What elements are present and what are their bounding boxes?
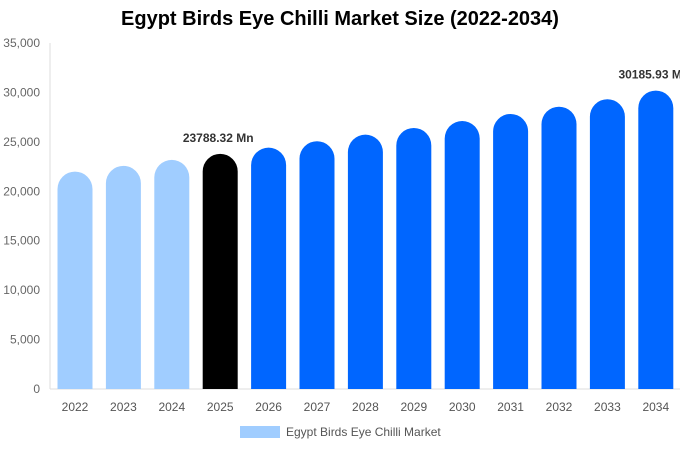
y-tick-label: 5,000 <box>10 333 40 347</box>
y-tick-label: 25,000 <box>3 135 40 149</box>
x-tick-label: 2030 <box>449 400 476 414</box>
x-tick-label: 2032 <box>546 400 573 414</box>
y-tick-label: 35,000 <box>3 36 40 50</box>
x-tick-label: 2022 <box>62 400 89 414</box>
y-tick-label: 0 <box>33 382 40 396</box>
bar-2028 <box>347 134 383 389</box>
bar-2032 <box>541 106 577 389</box>
x-tick-label: 2031 <box>497 400 524 414</box>
bar-2027 <box>299 141 335 389</box>
legend-swatch <box>240 426 280 438</box>
x-tick-label: 2024 <box>158 400 185 414</box>
x-tick-label: 2025 <box>207 400 234 414</box>
chart-title: Egypt Birds Eye Chilli Market Size (2022… <box>121 8 559 30</box>
x-tick-label: 2027 <box>304 400 331 414</box>
x-tick-label: 2034 <box>642 400 669 414</box>
bar-2031 <box>493 113 529 389</box>
x-tick-label: 2029 <box>400 400 427 414</box>
bar-2029 <box>396 127 432 390</box>
legend: Egypt Birds Eye Chilli Market <box>240 425 441 439</box>
y-tick-label: 15,000 <box>3 234 40 248</box>
bar-2026 <box>251 147 287 389</box>
bar-2022 <box>57 171 93 389</box>
y-tick-label: 10,000 <box>3 283 40 297</box>
data-label-2025: 23788.32 Mn <box>183 131 254 145</box>
bar-2025 <box>202 153 238 389</box>
bar-2033 <box>589 99 625 389</box>
x-tick-label: 2028 <box>352 400 379 414</box>
bar-2024 <box>154 159 190 389</box>
y-tick-label: 30,000 <box>3 85 40 99</box>
bar-2034 <box>638 90 674 390</box>
legend-label: Egypt Birds Eye Chilli Market <box>286 425 441 439</box>
x-tick-label: 2026 <box>255 400 282 414</box>
x-tick-label: 2023 <box>110 400 137 414</box>
x-tick-label: 2033 <box>594 400 621 414</box>
bar-2030 <box>444 121 480 389</box>
data-label-2034: 30185.93 Mn <box>618 68 680 82</box>
bar-2023 <box>105 165 141 389</box>
y-tick-label: 20,000 <box>3 184 40 198</box>
